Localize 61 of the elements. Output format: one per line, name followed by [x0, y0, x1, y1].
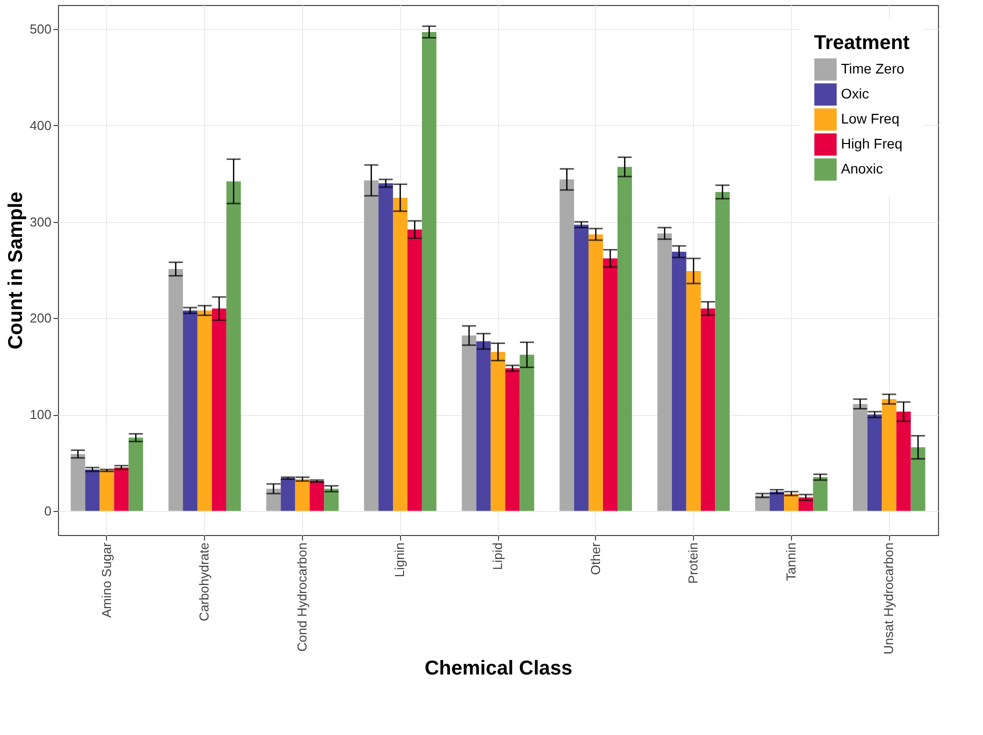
- bar: [476, 341, 491, 511]
- y-tick-label: 0: [44, 503, 52, 518]
- bar: [657, 233, 672, 511]
- bar: [505, 368, 520, 511]
- bar: [672, 252, 686, 511]
- bar: [182, 310, 198, 511]
- bar: [266, 488, 281, 511]
- bar: [574, 224, 589, 511]
- bar: [462, 336, 476, 511]
- bar: [422, 32, 436, 511]
- x-tick-label: Unsat Hydrocarbon: [881, 542, 896, 654]
- bar: [226, 181, 241, 511]
- legend-title: Treatment: [814, 32, 910, 54]
- x-tick-label: Protein: [686, 542, 701, 584]
- x-tick-label: Lipid: [490, 542, 505, 570]
- legend-label: Time Zero: [841, 60, 904, 76]
- bar: [603, 258, 618, 511]
- bar: [280, 478, 296, 511]
- bar: [686, 270, 701, 511]
- bar: [867, 414, 882, 511]
- x-tick-label: Cond Hydrocarbon: [294, 542, 310, 652]
- y-axis-title: Count in Sample: [4, 192, 27, 350]
- bar: [882, 399, 896, 511]
- bar: [324, 488, 339, 511]
- x-axis-title: Chemical Class: [424, 658, 572, 680]
- bar: [310, 481, 324, 511]
- bar: [700, 308, 716, 511]
- bar: [588, 234, 604, 511]
- bar: [407, 230, 422, 511]
- y-tick-label: 400: [30, 118, 52, 133]
- bar: [896, 412, 911, 511]
- bar: [197, 310, 212, 511]
- legend-label: Oxic: [841, 86, 869, 102]
- bar: [100, 470, 114, 511]
- x-tick-label: Carbohydrate: [196, 542, 212, 622]
- bar: [520, 354, 534, 511]
- legend-label: High Freq: [841, 136, 902, 152]
- x-tick-label: Other: [588, 542, 603, 576]
- legend-label: Anoxic: [841, 160, 884, 176]
- bar: [364, 180, 379, 511]
- x-tick-label: Amino Sugar: [98, 542, 114, 618]
- y-tick-label: 300: [30, 214, 52, 230]
- y-tick-label: 100: [30, 407, 52, 422]
- bar: [128, 438, 144, 511]
- legend-label: Low Freq: [841, 110, 900, 126]
- bar: [910, 447, 926, 511]
- bar: [212, 308, 226, 511]
- bar: [168, 269, 183, 511]
- bar: [560, 179, 574, 511]
- bar: [813, 477, 828, 511]
- bar: [70, 454, 86, 511]
- bar: [490, 352, 506, 511]
- bar: [852, 404, 868, 511]
- bar: [378, 183, 393, 511]
- y-tick-label: 500: [30, 22, 52, 37]
- y-tick-label: 200: [30, 310, 52, 326]
- x-tick-label: Lignin: [392, 542, 408, 578]
- bar: [392, 198, 408, 511]
- bar: [617, 166, 632, 511]
- x-tick-label: Tannin: [783, 542, 798, 581]
- bar: [715, 192, 730, 511]
